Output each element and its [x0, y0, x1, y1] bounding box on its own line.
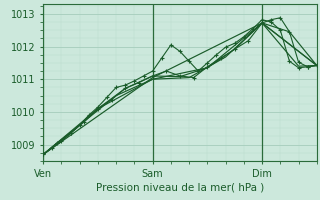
X-axis label: Pression niveau de la mer( hPa ): Pression niveau de la mer( hPa ) — [96, 183, 264, 193]
